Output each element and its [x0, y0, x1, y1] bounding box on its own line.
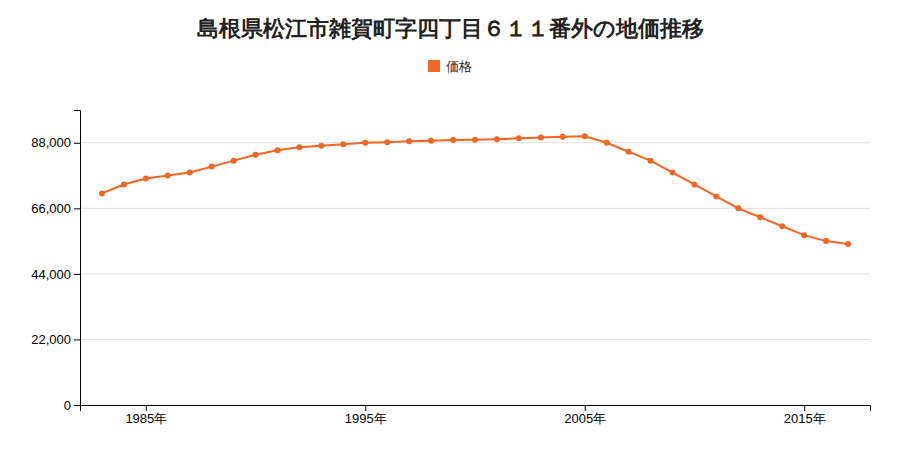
legend-label: 価格	[446, 59, 472, 74]
tick-label: 2005年	[564, 411, 606, 426]
line	[102, 136, 848, 244]
point	[845, 241, 851, 247]
tick-label: 88,000	[31, 135, 71, 150]
tick-label: 1985年	[125, 411, 167, 426]
tick-mark	[74, 208, 80, 209]
tick: 66,000	[31, 201, 80, 216]
plot: 1985年 1995年 2005年 2015年 0 22,000 44,000 66,000 8…	[31, 111, 870, 427]
point	[362, 140, 368, 146]
tick: 2015年	[784, 405, 826, 426]
tick-mark	[146, 405, 147, 411]
point	[779, 223, 785, 229]
point	[516, 135, 522, 141]
tick-mark	[804, 405, 805, 411]
tick-label: 1995年	[345, 411, 387, 426]
marks	[99, 133, 851, 247]
tick-label: 22,000	[31, 332, 71, 347]
tick-label: 44,000	[31, 267, 71, 282]
tick: 22,000	[31, 332, 80, 347]
point	[626, 149, 632, 155]
tick-label: 66,000	[31, 201, 71, 216]
legend-item: 価格	[428, 59, 472, 74]
point	[318, 143, 324, 149]
tick-mark	[74, 405, 80, 406]
grid-line	[80, 208, 870, 209]
point	[670, 170, 676, 176]
point	[99, 190, 105, 196]
tick: 1995年	[345, 405, 387, 426]
point	[494, 136, 500, 142]
point	[801, 232, 807, 238]
tick-mark	[365, 405, 366, 411]
point	[713, 193, 719, 199]
tick-mark	[74, 274, 80, 275]
axis-line	[81, 406, 871, 412]
point	[121, 181, 127, 187]
point	[691, 181, 697, 187]
y-axis: 0 22,000 44,000 66,000 88,000	[31, 111, 80, 413]
point	[648, 158, 654, 164]
point	[187, 170, 193, 176]
tick: 88,000	[31, 135, 80, 150]
point	[450, 137, 456, 143]
x-axis: 1985年 1995年 2005年 2015年	[81, 405, 871, 426]
point	[735, 205, 741, 211]
point	[165, 173, 171, 179]
point	[340, 141, 346, 147]
point	[428, 138, 434, 144]
point	[472, 137, 478, 143]
tick-label: 0	[64, 398, 71, 413]
legend-swatch	[428, 60, 440, 72]
chart: 島根県松江市雑賀町字四丁目６１１番外の地価推移 1985年 1995年 2005年 20…	[0, 0, 900, 450]
point	[823, 238, 829, 244]
grid-line	[80, 273, 870, 274]
tick: 1985年	[125, 405, 167, 426]
point	[296, 144, 302, 150]
point	[604, 140, 610, 146]
axis-line	[74, 111, 81, 406]
tick-label: 2015年	[784, 411, 826, 426]
tick-mark	[585, 405, 586, 411]
point	[582, 133, 588, 139]
point	[538, 134, 544, 140]
point	[253, 152, 259, 158]
legend: 価格	[428, 59, 472, 74]
tick: 0	[64, 398, 80, 413]
point	[406, 138, 412, 144]
point	[209, 164, 215, 170]
point	[757, 214, 763, 220]
point	[143, 176, 149, 182]
grid	[80, 143, 870, 405]
point	[560, 134, 566, 140]
tick-mark	[74, 339, 80, 340]
tick-mark	[74, 143, 80, 144]
point	[231, 158, 237, 164]
point	[384, 139, 390, 145]
point	[275, 147, 281, 153]
tick: 44,000	[31, 267, 80, 282]
title: 島根県松江市雑賀町字四丁目６１１番外の地価推移	[197, 16, 704, 41]
grid-line	[80, 339, 870, 340]
tick: 2005年	[564, 405, 606, 426]
